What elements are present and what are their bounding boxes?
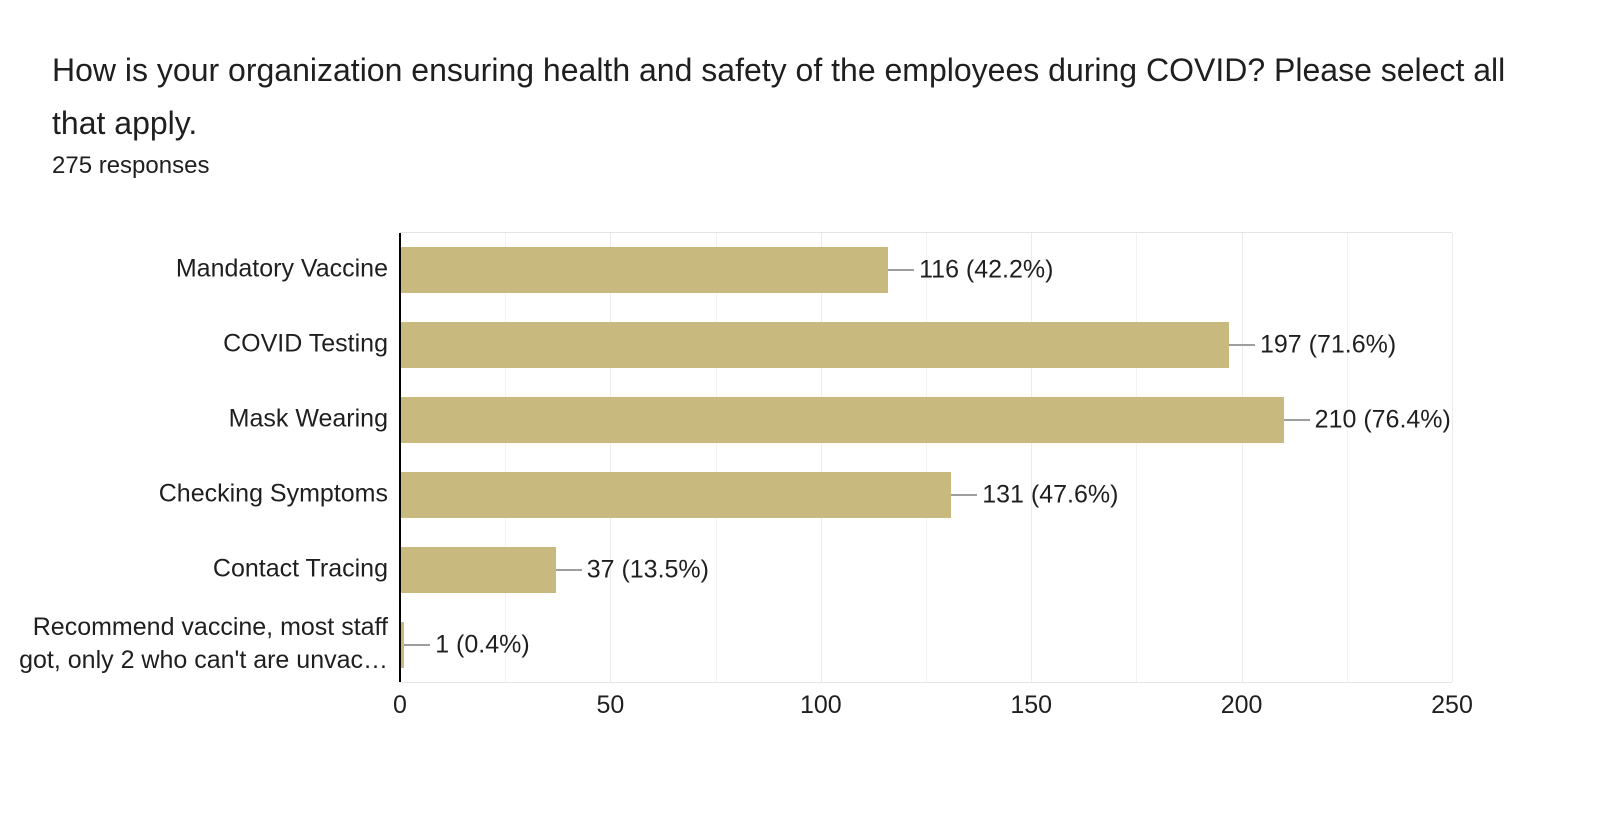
- bar-value-label: 210 (76.4%): [1314, 405, 1451, 434]
- x-tick-label: 100: [799, 691, 842, 719]
- gridline: [1136, 233, 1138, 682]
- gridline: [1031, 233, 1033, 682]
- gridline: [505, 233, 507, 682]
- bar[interactable]: [400, 621, 405, 668]
- category-label: Checking Symptoms: [158, 479, 388, 508]
- leader-line: [1228, 344, 1255, 347]
- gridline: [926, 233, 927, 682]
- category-label: COVID Testing: [223, 329, 388, 358]
- x-tick-label: 50: [596, 691, 625, 719]
- y-axis-line: [399, 233, 401, 682]
- leader-line: [888, 269, 915, 272]
- question-title: How is your organization ensuring health…: [52, 52, 1506, 141]
- gridline: [1241, 233, 1243, 682]
- x-tick-label: 250: [1431, 691, 1473, 719]
- bar-value-label: 197 (71.6%): [1259, 330, 1397, 359]
- bar[interactable]: [400, 397, 1284, 444]
- responses-count: 275 responses: [52, 152, 210, 179]
- gridline: [1452, 233, 1453, 682]
- bar[interactable]: [400, 471, 952, 518]
- x-tick-label: 200: [1220, 691, 1263, 719]
- category-label: Mandatory Vaccine: [175, 254, 388, 283]
- plot-area: 116 (42.2%) 197 (71.6%) 210 (76.4%) 131 (47…: [399, 232, 1453, 683]
- category-label: Recommend vaccine, most staff got, only …: [19, 612, 388, 674]
- bar-value-label: 116 (42.2%): [919, 255, 1054, 284]
- bar-value-label: 131 (47.6%): [982, 480, 1119, 509]
- gridline: [1346, 233, 1348, 682]
- gridline: [610, 233, 612, 682]
- category-label: Mask Wearing: [228, 404, 388, 433]
- bar-value-label: 37 (13.5%): [586, 555, 709, 584]
- bar[interactable]: [400, 247, 889, 294]
- gridline: [820, 233, 822, 682]
- x-tick-label: 150: [1010, 691, 1053, 719]
- leader-line: [555, 568, 582, 571]
- bar-value-label: 1 (0.4%): [435, 630, 530, 659]
- leader-line: [951, 493, 978, 496]
- category-label: Contact Tracing: [212, 554, 388, 583]
- bar[interactable]: [400, 546, 556, 593]
- leader-line: [404, 643, 431, 646]
- leader-line: [1283, 419, 1310, 422]
- x-tick-label: 0: [393, 691, 407, 719]
- gridline: [715, 233, 717, 682]
- bar[interactable]: [400, 322, 1229, 369]
